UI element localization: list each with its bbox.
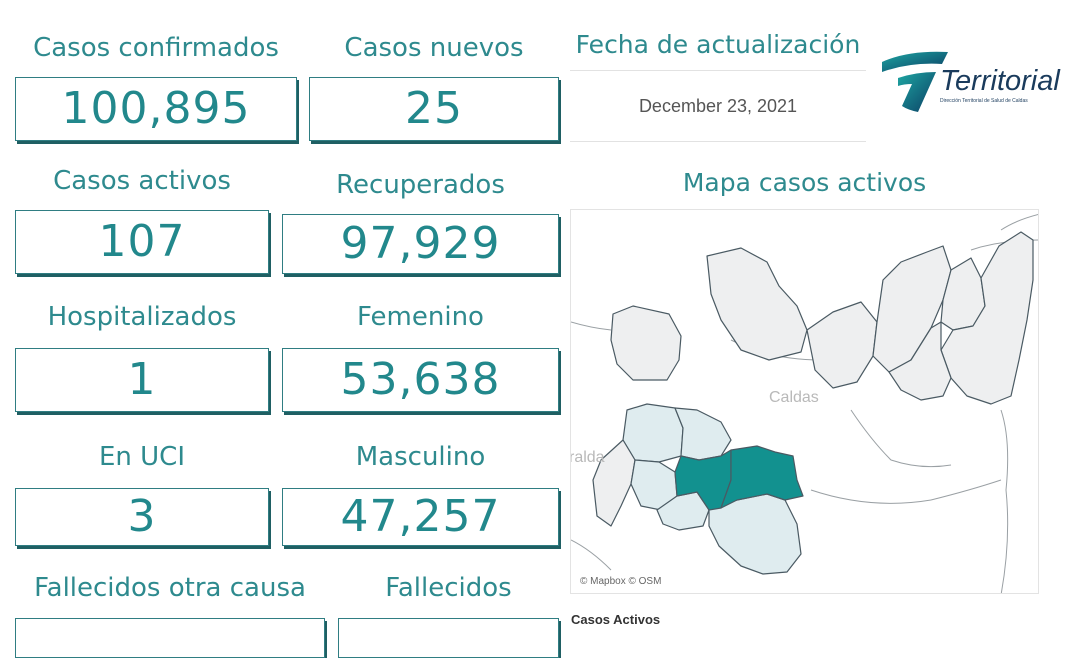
territorial-logo: Territorial Dirección Territorial de Sal… bbox=[878, 44, 1068, 114]
date-panel: December 23, 2021 bbox=[570, 70, 866, 142]
value-masculino: 47,257 bbox=[340, 491, 501, 542]
value-en-uci: 3 bbox=[127, 491, 157, 542]
update-date: December 23, 2021 bbox=[638, 95, 798, 116]
label-fecha-actualizacion: Fecha de actualización bbox=[575, 30, 861, 59]
label-hospitalizados: Hospitalizados bbox=[47, 302, 237, 332]
label-masculino: Masculino bbox=[355, 442, 486, 472]
kpi-casos-confirmados: 100,895 bbox=[15, 77, 297, 141]
map-region-west-b bbox=[674, 407, 732, 461]
map-title: Mapa casos activos bbox=[682, 168, 927, 197]
map-region-east-c bbox=[888, 321, 952, 401]
logo-tagline: Dirección Territorial de Salud de Caldas bbox=[940, 98, 1028, 104]
map-label-caldas: Caldas bbox=[769, 389, 819, 406]
label-casos-confirmados: Casos confirmados bbox=[33, 33, 279, 63]
label-femenino: Femenino bbox=[357, 302, 484, 332]
kpi-fallecidos bbox=[338, 618, 559, 658]
value-recuperados: 97,929 bbox=[340, 218, 501, 269]
map-attribution[interactable]: © Mapbox © OSM bbox=[580, 576, 662, 587]
kpi-casos-activos: 107 bbox=[15, 210, 269, 274]
kpi-masculino: 47,257 bbox=[282, 488, 559, 546]
label-recuperados: Recuperados bbox=[336, 170, 505, 200]
map-region-north-center bbox=[706, 247, 808, 361]
territorial-logo-mark: Territorial Dirección Territorial de Sal… bbox=[882, 51, 1061, 112]
map-region-center bbox=[806, 301, 878, 389]
value-casos-nuevos: 25 bbox=[405, 83, 463, 134]
kpi-fallecidos-otra-causa bbox=[15, 618, 325, 658]
map-canvas: Caldas ralda bbox=[571, 214, 1038, 593]
legend-title: Casos Activos bbox=[571, 612, 661, 627]
label-casos-nuevos: Casos nuevos bbox=[344, 33, 524, 63]
kpi-en-uci: 3 bbox=[15, 488, 269, 546]
kpi-recuperados: 97,929 bbox=[282, 214, 559, 274]
logo-text: Territorial bbox=[940, 65, 1061, 97]
map-region-northeast bbox=[940, 231, 1034, 405]
value-casos-confirmados: 100,895 bbox=[61, 83, 251, 134]
value-femenino: 53,638 bbox=[340, 354, 501, 405]
kpi-femenino: 53,638 bbox=[282, 348, 559, 412]
value-casos-activos: 107 bbox=[98, 216, 186, 267]
kpi-casos-nuevos: 25 bbox=[309, 77, 559, 141]
active-cases-map[interactable]: Caldas ralda © Mapbox © OSM bbox=[570, 209, 1039, 594]
map-region-active-b bbox=[720, 445, 804, 509]
label-en-uci: En UCI bbox=[98, 442, 186, 472]
label-fallecidos: Fallecidos bbox=[385, 573, 512, 603]
map-label-left: ralda bbox=[571, 449, 605, 466]
label-fallecidos-otra-causa: Fallecidos otra causa bbox=[34, 573, 306, 603]
value-hospitalizados: 1 bbox=[127, 354, 157, 405]
map-region-west-a bbox=[622, 403, 684, 463]
label-casos-activos: Casos activos bbox=[53, 166, 231, 196]
kpi-hospitalizados: 1 bbox=[15, 348, 269, 412]
map-region-northwest bbox=[610, 305, 682, 381]
